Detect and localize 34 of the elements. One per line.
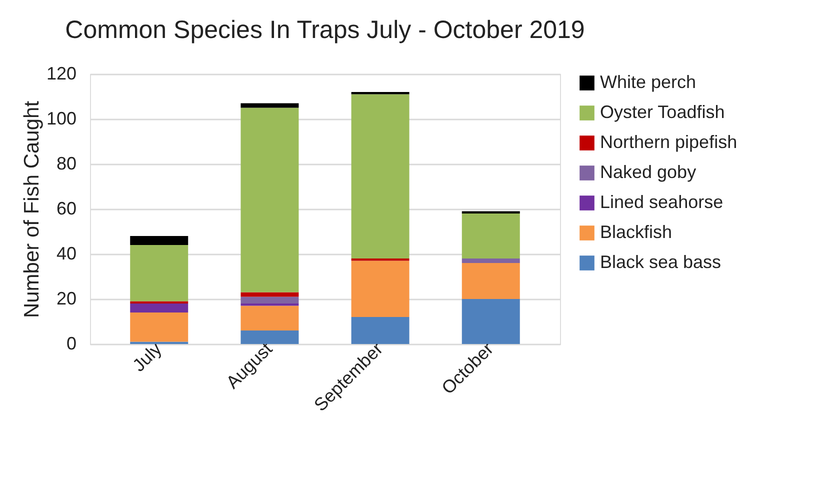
bar — [130, 236, 188, 245]
bar — [462, 214, 520, 258]
y-axis-title: Number of Fish Caught — [20, 100, 44, 318]
y-tick-label: 0 — [66, 334, 76, 354]
y-tick-label: 100 — [46, 108, 76, 128]
bar — [351, 260, 410, 317]
y-tick-label: 40 — [56, 244, 76, 264]
bar — [240, 103, 299, 108]
bar — [130, 304, 188, 312]
legend-label: Naked goby — [600, 162, 696, 182]
y-tick-label: 80 — [56, 154, 76, 174]
y-tick-label: 20 — [56, 288, 76, 308]
y-tick-label: 60 — [56, 198, 76, 218]
bar — [240, 292, 299, 297]
bar — [240, 330, 299, 344]
x-tick-label: July — [128, 338, 166, 376]
bar — [351, 94, 410, 258]
bar — [462, 258, 520, 263]
bar — [240, 296, 299, 304]
bar — [462, 263, 520, 299]
legend-label: Lined seahorse — [600, 192, 724, 212]
bar — [240, 108, 299, 292]
legend-label: Black sea bass — [600, 252, 722, 272]
legend-label: Blackfish — [600, 222, 672, 242]
legend-label: Oyster Toadfish — [600, 102, 725, 122]
bar — [130, 245, 188, 302]
bar — [351, 317, 410, 344]
bar — [462, 299, 520, 344]
legend-label: White perch — [600, 72, 696, 92]
bar — [240, 306, 299, 330]
bar — [130, 312, 188, 342]
legend-label: Northern pipefish — [600, 132, 738, 152]
chart-title: Common Species In Traps July - October 2019 — [65, 16, 585, 44]
y-tick-label: 120 — [46, 64, 76, 84]
